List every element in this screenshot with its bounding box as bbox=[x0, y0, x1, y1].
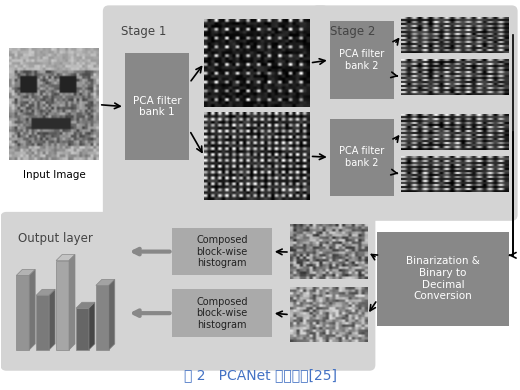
Bar bbox=[125, 53, 189, 160]
Polygon shape bbox=[96, 279, 115, 285]
Polygon shape bbox=[109, 279, 115, 350]
Text: 图 2   PCANet 原理简图[25]: 图 2 PCANet 原理简图[25] bbox=[184, 368, 336, 382]
Bar bbox=[330, 21, 394, 99]
Text: Output layer: Output layer bbox=[18, 232, 93, 245]
Polygon shape bbox=[29, 269, 35, 350]
Polygon shape bbox=[89, 302, 95, 350]
Bar bbox=[173, 289, 272, 337]
Text: PCA filter
bank 1: PCA filter bank 1 bbox=[133, 96, 181, 117]
FancyBboxPatch shape bbox=[311, 5, 517, 221]
Text: PCA filter
bank 2: PCA filter bank 2 bbox=[340, 49, 385, 71]
Bar bbox=[330, 119, 394, 196]
Text: Binarization &
Binary to
Decimal
Conversion: Binarization & Binary to Decimal Convers… bbox=[406, 257, 480, 301]
Text: Stage 1: Stage 1 bbox=[121, 25, 166, 38]
Polygon shape bbox=[36, 289, 55, 295]
Polygon shape bbox=[36, 295, 49, 350]
FancyBboxPatch shape bbox=[103, 5, 329, 221]
Text: Composed
block-wise
histogram: Composed block-wise histogram bbox=[197, 296, 248, 330]
Text: PCA filter
bank 2: PCA filter bank 2 bbox=[340, 147, 385, 168]
Bar bbox=[173, 228, 272, 275]
Polygon shape bbox=[56, 261, 69, 350]
Text: Composed
block-wise
histogram: Composed block-wise histogram bbox=[197, 235, 248, 268]
Polygon shape bbox=[96, 285, 109, 350]
Polygon shape bbox=[76, 308, 89, 350]
Polygon shape bbox=[76, 302, 95, 308]
Text: Input Image: Input Image bbox=[23, 170, 85, 180]
Polygon shape bbox=[49, 289, 55, 350]
Polygon shape bbox=[16, 269, 35, 275]
Polygon shape bbox=[56, 255, 75, 261]
Polygon shape bbox=[69, 255, 75, 350]
FancyBboxPatch shape bbox=[1, 212, 375, 371]
Polygon shape bbox=[16, 275, 29, 350]
Text: Stage 2: Stage 2 bbox=[330, 25, 375, 38]
Bar bbox=[378, 232, 509, 326]
